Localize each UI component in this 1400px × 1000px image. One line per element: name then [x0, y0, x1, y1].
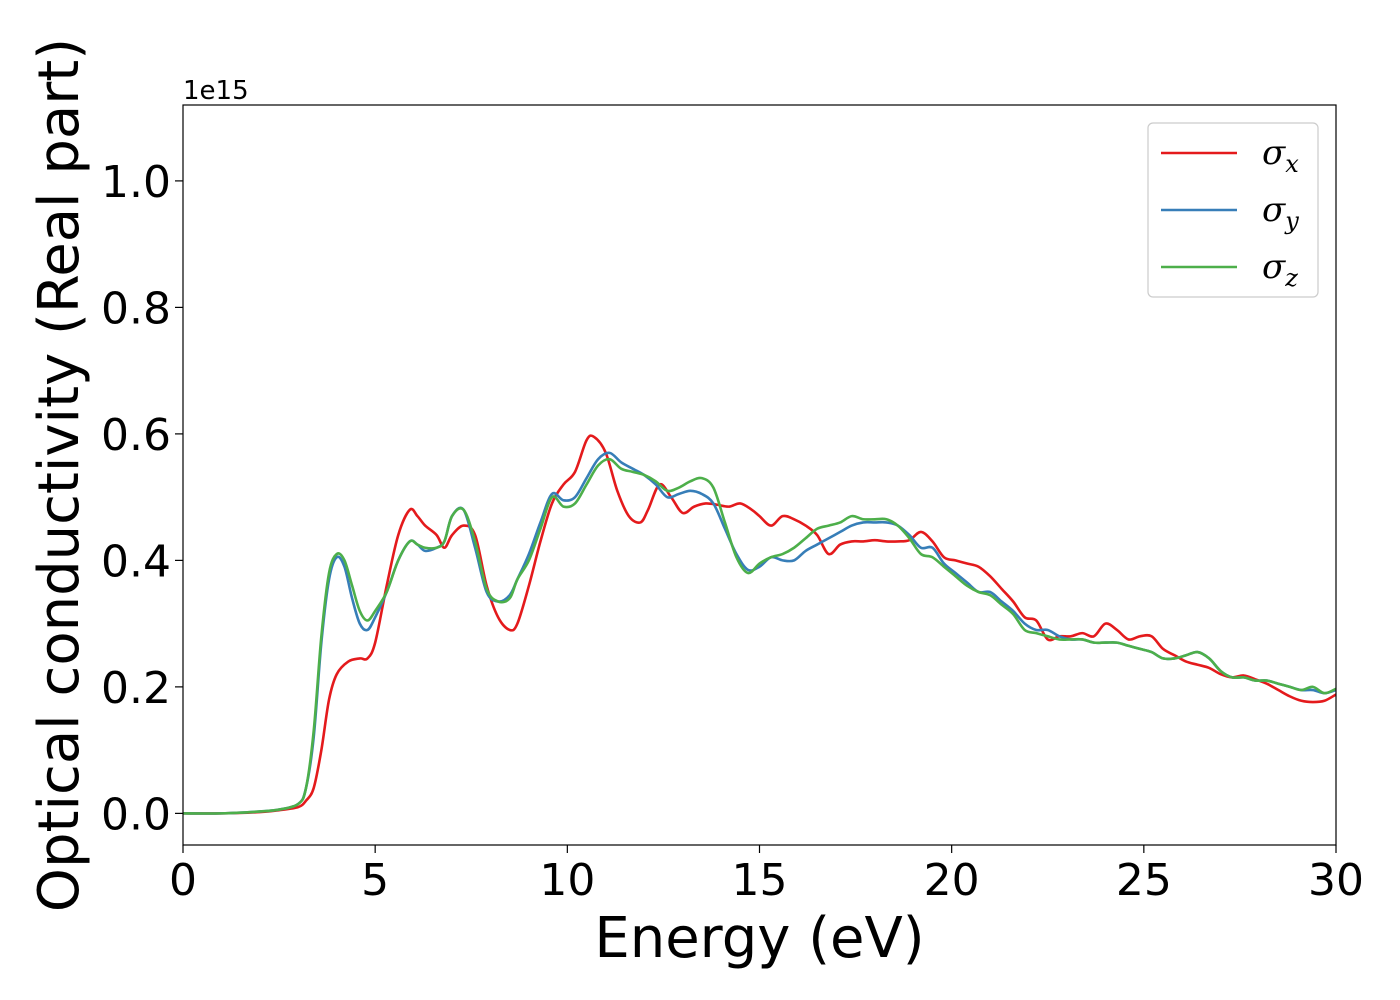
plot-frame: [182, 104, 1337, 846]
legend-subscript: x: [1285, 150, 1299, 178]
x-tick-label: 10: [539, 855, 595, 906]
series-line-z: [183, 457, 1336, 815]
x-tick-label: 25: [1116, 855, 1172, 906]
y-tick-label: 0.4: [101, 536, 171, 587]
x-tick-label: 0: [169, 855, 197, 906]
x-tick-label: 5: [361, 855, 389, 906]
legend-symbol: σ: [1262, 247, 1286, 287]
y-tick-label: 1.0: [101, 157, 171, 208]
y-tick-label: 0.8: [101, 283, 171, 334]
legend-label-z: σz: [1262, 247, 1298, 292]
legend-label-x: σx: [1262, 133, 1299, 178]
legend-symbol: σ: [1262, 190, 1286, 230]
tick-layer: 0 5 10 15 20 25 30 0.0 0.2 0.4 0.6 0.8 1.0: [101, 157, 1364, 906]
y-axis-label: Optical conductivity (Real part): [27, 38, 92, 912]
series-line-x: [183, 434, 1336, 815]
y-tick-label: 0.2: [101, 663, 171, 714]
y-offset-label: 1e15: [183, 76, 249, 106]
legend-label-y: σy: [1262, 190, 1299, 235]
y-tick-label: 0.0: [101, 789, 171, 840]
y-tick-label: 0.6: [101, 410, 171, 461]
series-line-y: [183, 451, 1336, 815]
x-tick-label: 20: [924, 855, 980, 906]
legend-symbol: σ: [1262, 133, 1286, 173]
series-layer: [183, 434, 1336, 815]
x-tick-label: 15: [732, 855, 788, 906]
x-axis-label: Energy (eV): [594, 906, 924, 971]
x-tick-label: 30: [1308, 855, 1364, 906]
legend-subscript: z: [1284, 264, 1298, 292]
legend-subscript: y: [1284, 207, 1299, 235]
